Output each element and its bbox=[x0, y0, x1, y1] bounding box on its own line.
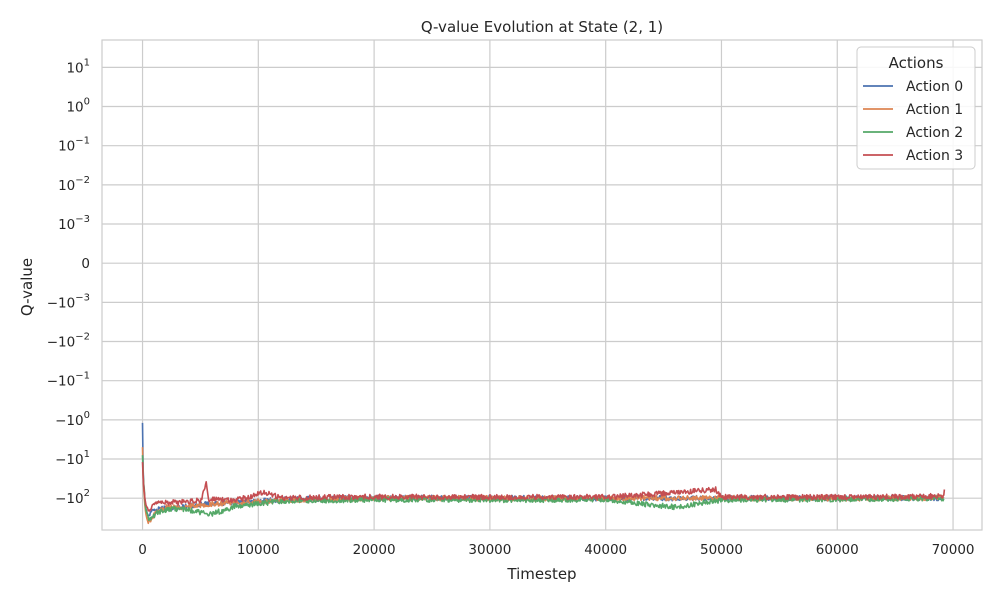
x-tick-label: 40000 bbox=[584, 542, 627, 558]
x-tick-label: 30000 bbox=[468, 542, 511, 558]
y-tick-label: 10−2 bbox=[58, 175, 90, 194]
series-line bbox=[141, 462, 946, 512]
y-tick-label: 10−1 bbox=[58, 136, 90, 155]
y-tick-label: −10−2 bbox=[47, 332, 90, 351]
chart-title: Q-value Evolution at State (2, 1) bbox=[421, 18, 663, 36]
y-tick-label: −10−3 bbox=[47, 292, 90, 311]
legend-box bbox=[856, 46, 976, 170]
y-tick-label: 10−3 bbox=[58, 214, 90, 233]
legend-entry-label: Action 2 bbox=[906, 125, 963, 141]
y-tick-label: −102 bbox=[55, 488, 90, 507]
legend-title: Actions bbox=[889, 54, 944, 72]
y-tick-label: −10−1 bbox=[47, 371, 90, 390]
x-axis-label: Timestep bbox=[506, 565, 576, 583]
y-tick-label: 101 bbox=[66, 57, 90, 76]
y-axis-label: Q-value bbox=[18, 258, 36, 316]
x-tick-label: 0 bbox=[138, 542, 147, 558]
plot-frame bbox=[101, 39, 983, 531]
y-tick-label: 100 bbox=[66, 97, 90, 116]
series-lines bbox=[141, 422, 946, 525]
y-tick-label: −101 bbox=[55, 449, 90, 468]
x-tick-label: 50000 bbox=[700, 542, 743, 558]
legend-entry-label: Action 1 bbox=[906, 102, 963, 118]
legend: Actions Action 0 Action 1 Action 2 Action 3 bbox=[856, 46, 976, 170]
y-tick-label: 0 bbox=[81, 256, 90, 272]
legend-entry-label: Action 3 bbox=[906, 148, 963, 164]
tick-labels: 0 10000 20000 30000 40000 50000 60000 70000 101 1… bbox=[47, 57, 975, 558]
x-tick-label: 20000 bbox=[353, 542, 396, 558]
y-tick-label: −100 bbox=[55, 410, 90, 429]
x-tick-label: 10000 bbox=[237, 542, 280, 558]
legend-entry-label: Action 0 bbox=[906, 79, 963, 95]
x-tick-label: 60000 bbox=[816, 542, 859, 558]
x-tick-label: 70000 bbox=[932, 542, 975, 558]
